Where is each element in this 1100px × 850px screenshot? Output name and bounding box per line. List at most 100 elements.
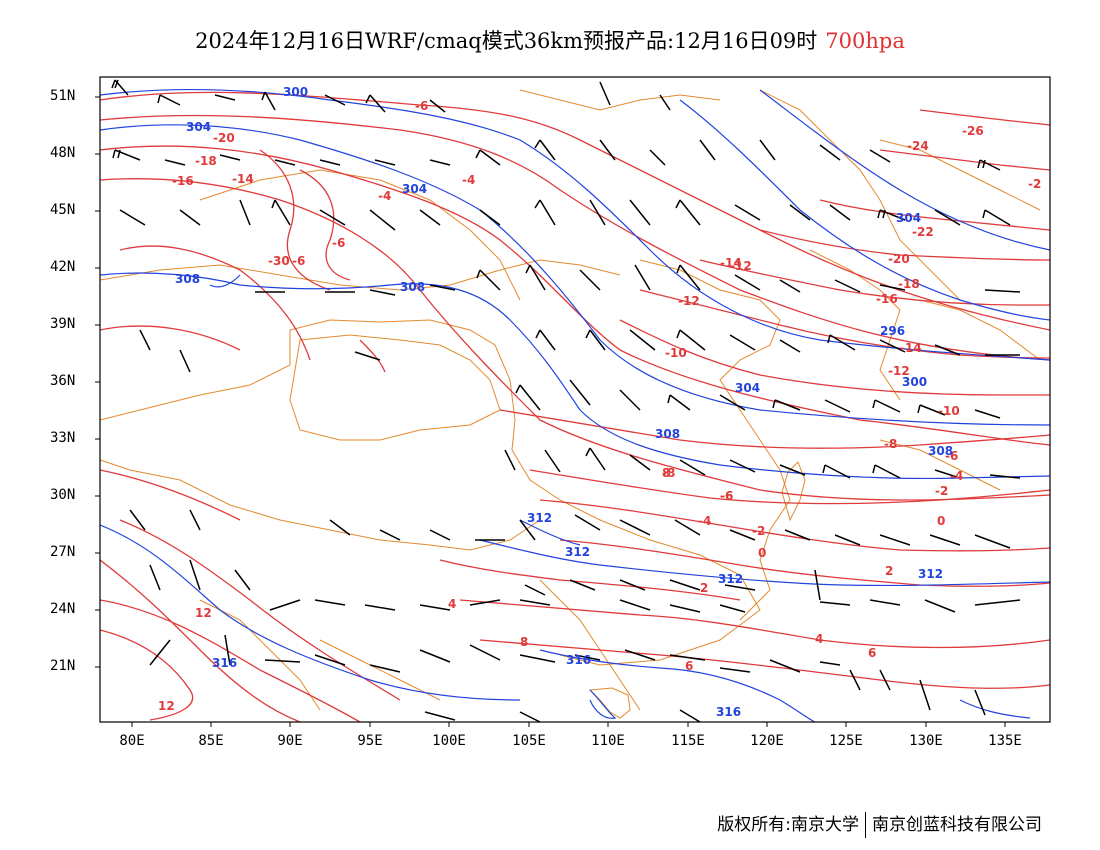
boundary-lines xyxy=(100,89,1041,719)
temp-label: -6 xyxy=(415,99,428,113)
lat-ticks xyxy=(95,96,100,668)
temp-label: -20 xyxy=(213,131,235,145)
temp-label: 8 xyxy=(520,635,528,649)
lon-ticks xyxy=(131,722,1006,727)
lon-label: 125E xyxy=(829,733,863,749)
temp-label: -2 xyxy=(1028,177,1041,191)
temp-label: -4 xyxy=(950,469,963,483)
height-label: 304 xyxy=(186,120,211,134)
temp-label: 2 xyxy=(700,581,708,595)
temp-label: -30 xyxy=(268,254,290,268)
temp-label: -14 xyxy=(900,341,922,355)
height-label: 296 xyxy=(880,324,905,338)
lat-label: 30N xyxy=(50,487,76,503)
height-labels: 300 304 304 308 308 308 304 312 312 312 … xyxy=(175,85,953,719)
wind-barbs xyxy=(111,79,1021,722)
temp-label: -12 xyxy=(888,364,910,378)
height-label: 308 xyxy=(928,444,953,458)
temp-label: -4 xyxy=(462,173,475,187)
temp-label: 0 xyxy=(937,514,945,528)
height-label: 316 xyxy=(716,705,741,719)
map-title: 2024年12月16日WRF/cmaq模式36km预报产品:12月16日09时 7… xyxy=(0,25,1100,55)
temp-label: 12 xyxy=(158,699,175,713)
temp-label: -18 xyxy=(898,277,920,291)
title-text: 2024年12月16日WRF/cmaq模式36km预报产品:12月16日09时 xyxy=(195,29,818,53)
height-label: 316 xyxy=(212,656,237,670)
temp-label: -8 xyxy=(662,466,675,480)
temp-label: -26 xyxy=(962,124,984,138)
lon-label: 105E xyxy=(512,733,546,749)
temp-label: -22 xyxy=(912,225,934,239)
temp-label: -2 xyxy=(935,484,948,498)
lon-label: 85E xyxy=(198,733,224,749)
lon-label: 95E xyxy=(357,733,383,749)
temp-label: -10 xyxy=(665,346,687,360)
lat-label: 51N xyxy=(50,88,76,104)
temp-label: -16 xyxy=(876,292,898,306)
temp-label: -4 xyxy=(378,189,391,203)
lon-label: 115E xyxy=(671,733,705,749)
lat-label: 39N xyxy=(50,316,76,332)
height-label: 308 xyxy=(400,280,425,294)
copyright-right: 南京创蓝科技有限公司 xyxy=(872,815,1042,835)
lat-label: 33N xyxy=(50,430,76,446)
temp-label: 4 xyxy=(815,632,823,646)
temp-label: 8 xyxy=(662,466,670,480)
temp-label: -6 xyxy=(945,449,958,463)
height-label: 304 xyxy=(896,211,921,225)
temp-label: -8 xyxy=(884,437,897,451)
temp-label: 2 xyxy=(885,564,893,578)
temp-label: -6 xyxy=(332,236,345,250)
height-label: 316 xyxy=(566,653,591,667)
temp-label: -10 xyxy=(938,404,960,418)
temp-label: 0 xyxy=(758,546,766,560)
height-label: 312 xyxy=(565,545,590,559)
height-label: 304 xyxy=(735,381,760,395)
lon-label: 80E xyxy=(119,733,145,749)
lon-label: 100E xyxy=(432,733,466,749)
lon-label: 90E xyxy=(277,733,303,749)
temp-label: -6 xyxy=(720,489,733,503)
height-label: 308 xyxy=(175,272,200,286)
temp-label: 6 xyxy=(685,659,693,673)
plot-frame xyxy=(99,76,1051,723)
height-label: 312 xyxy=(718,572,743,586)
lat-label: 45N xyxy=(50,202,76,218)
lat-label: 21N xyxy=(50,658,76,674)
height-label: 312 xyxy=(527,511,552,525)
lat-label: 42N xyxy=(50,259,76,275)
temp-label: -14 xyxy=(720,256,742,270)
height-contours xyxy=(100,88,1050,722)
temperature-labels: -6 -20 -18 -16 -14 -4 -4 -6 -30 -6 -24 -… xyxy=(158,99,1041,713)
temp-label: -24 xyxy=(907,139,929,153)
temp-label: -20 xyxy=(888,252,910,266)
temp-label: -6 xyxy=(292,254,305,268)
temp-label: -18 xyxy=(195,154,217,168)
height-label: 300 xyxy=(902,375,927,389)
lat-label: 27N xyxy=(50,544,76,560)
height-label: 308 xyxy=(655,427,680,441)
temp-label: -12 xyxy=(730,259,752,273)
copyright-left: 版权所有:南京大学 xyxy=(717,815,859,835)
lon-label: 130E xyxy=(909,733,943,749)
lat-label: 48N xyxy=(50,145,76,161)
pressure-level: 700hpa xyxy=(825,29,905,53)
lat-label: 36N xyxy=(50,373,76,389)
height-label: 304 xyxy=(402,182,427,196)
height-label: 300 xyxy=(283,85,308,99)
footer-separator xyxy=(865,812,866,838)
lon-label: 135E xyxy=(988,733,1022,749)
temp-label: 12 xyxy=(195,606,212,620)
copyright-footer: 版权所有:南京大学 南京创蓝科技有限公司 xyxy=(717,810,1042,838)
temp-label: -14 xyxy=(232,172,254,186)
temp-label: -4 xyxy=(698,514,711,528)
temp-label: -2 xyxy=(752,524,765,538)
temp-label: -16 xyxy=(172,174,194,188)
temp-label: -6 xyxy=(720,489,733,503)
temp-label: 4 xyxy=(448,597,456,611)
height-label: 312 xyxy=(918,567,943,581)
lat-label: 24N xyxy=(50,601,76,617)
temp-label: 6 xyxy=(868,646,876,660)
temp-label: -12 xyxy=(678,294,700,308)
